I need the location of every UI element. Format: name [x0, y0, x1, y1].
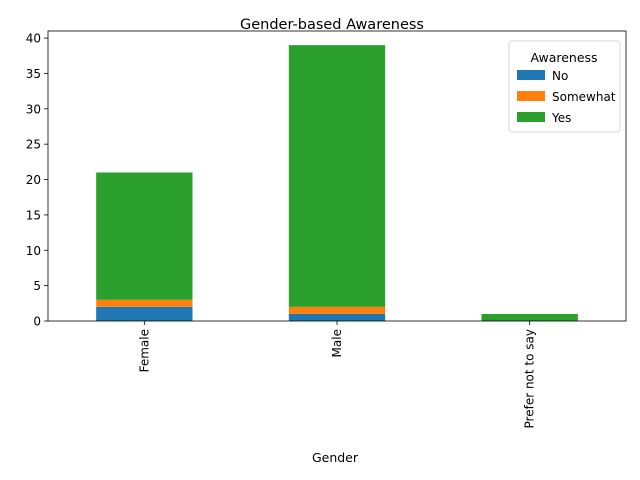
x-axis-label: Gender [312, 450, 359, 465]
bar-segment-yes-male [288, 45, 386, 307]
plot-frame [47, 30, 627, 322]
bar-segment-somewhat-male [288, 306, 386, 314]
chart-title: Gender-based Awareness [240, 17, 424, 33]
y-tick-label: 10 [26, 244, 41, 258]
y-tick-label: 5 [33, 279, 41, 293]
x-tick-label: Female [137, 329, 151, 372]
legend-swatch-yes [517, 112, 545, 122]
y-tick-label: 35 [26, 67, 41, 81]
y-tick-label: 0 [33, 315, 41, 329]
y-tick-label: 40 [26, 32, 41, 46]
legend-swatch-somewhat [517, 91, 545, 101]
x-axis: Female Male Prefer not to say [137, 321, 537, 428]
plot-area [96, 45, 578, 321]
bar-segment-somewhat-female [96, 299, 193, 307]
x-tick-label: Prefer not to say [523, 329, 537, 428]
bar-segment-yes-prefer-not-to-say [481, 313, 578, 321]
x-tick-label: Male [330, 329, 344, 357]
legend-label-somewhat: Somewhat [552, 90, 616, 104]
legend-label-no: No [552, 69, 568, 83]
legend-swatch-no [517, 70, 545, 80]
bar-segment-no-female [96, 306, 193, 321]
bar-segment-yes-female [96, 172, 193, 300]
y-axis: 0 5 10 15 20 25 30 35 40 [26, 32, 48, 329]
bar-segment-no-male [288, 313, 386, 321]
y-tick-label: 20 [26, 173, 41, 187]
legend-label-yes: Yes [551, 111, 571, 125]
y-tick-label: 15 [26, 208, 41, 222]
legend-title: Awareness [530, 50, 597, 65]
y-tick-label: 30 [26, 102, 41, 116]
legend-box [508, 40, 621, 133]
legend: Awareness No Somewhat Yes [508, 40, 621, 133]
y-tick-label: 25 [26, 138, 41, 152]
